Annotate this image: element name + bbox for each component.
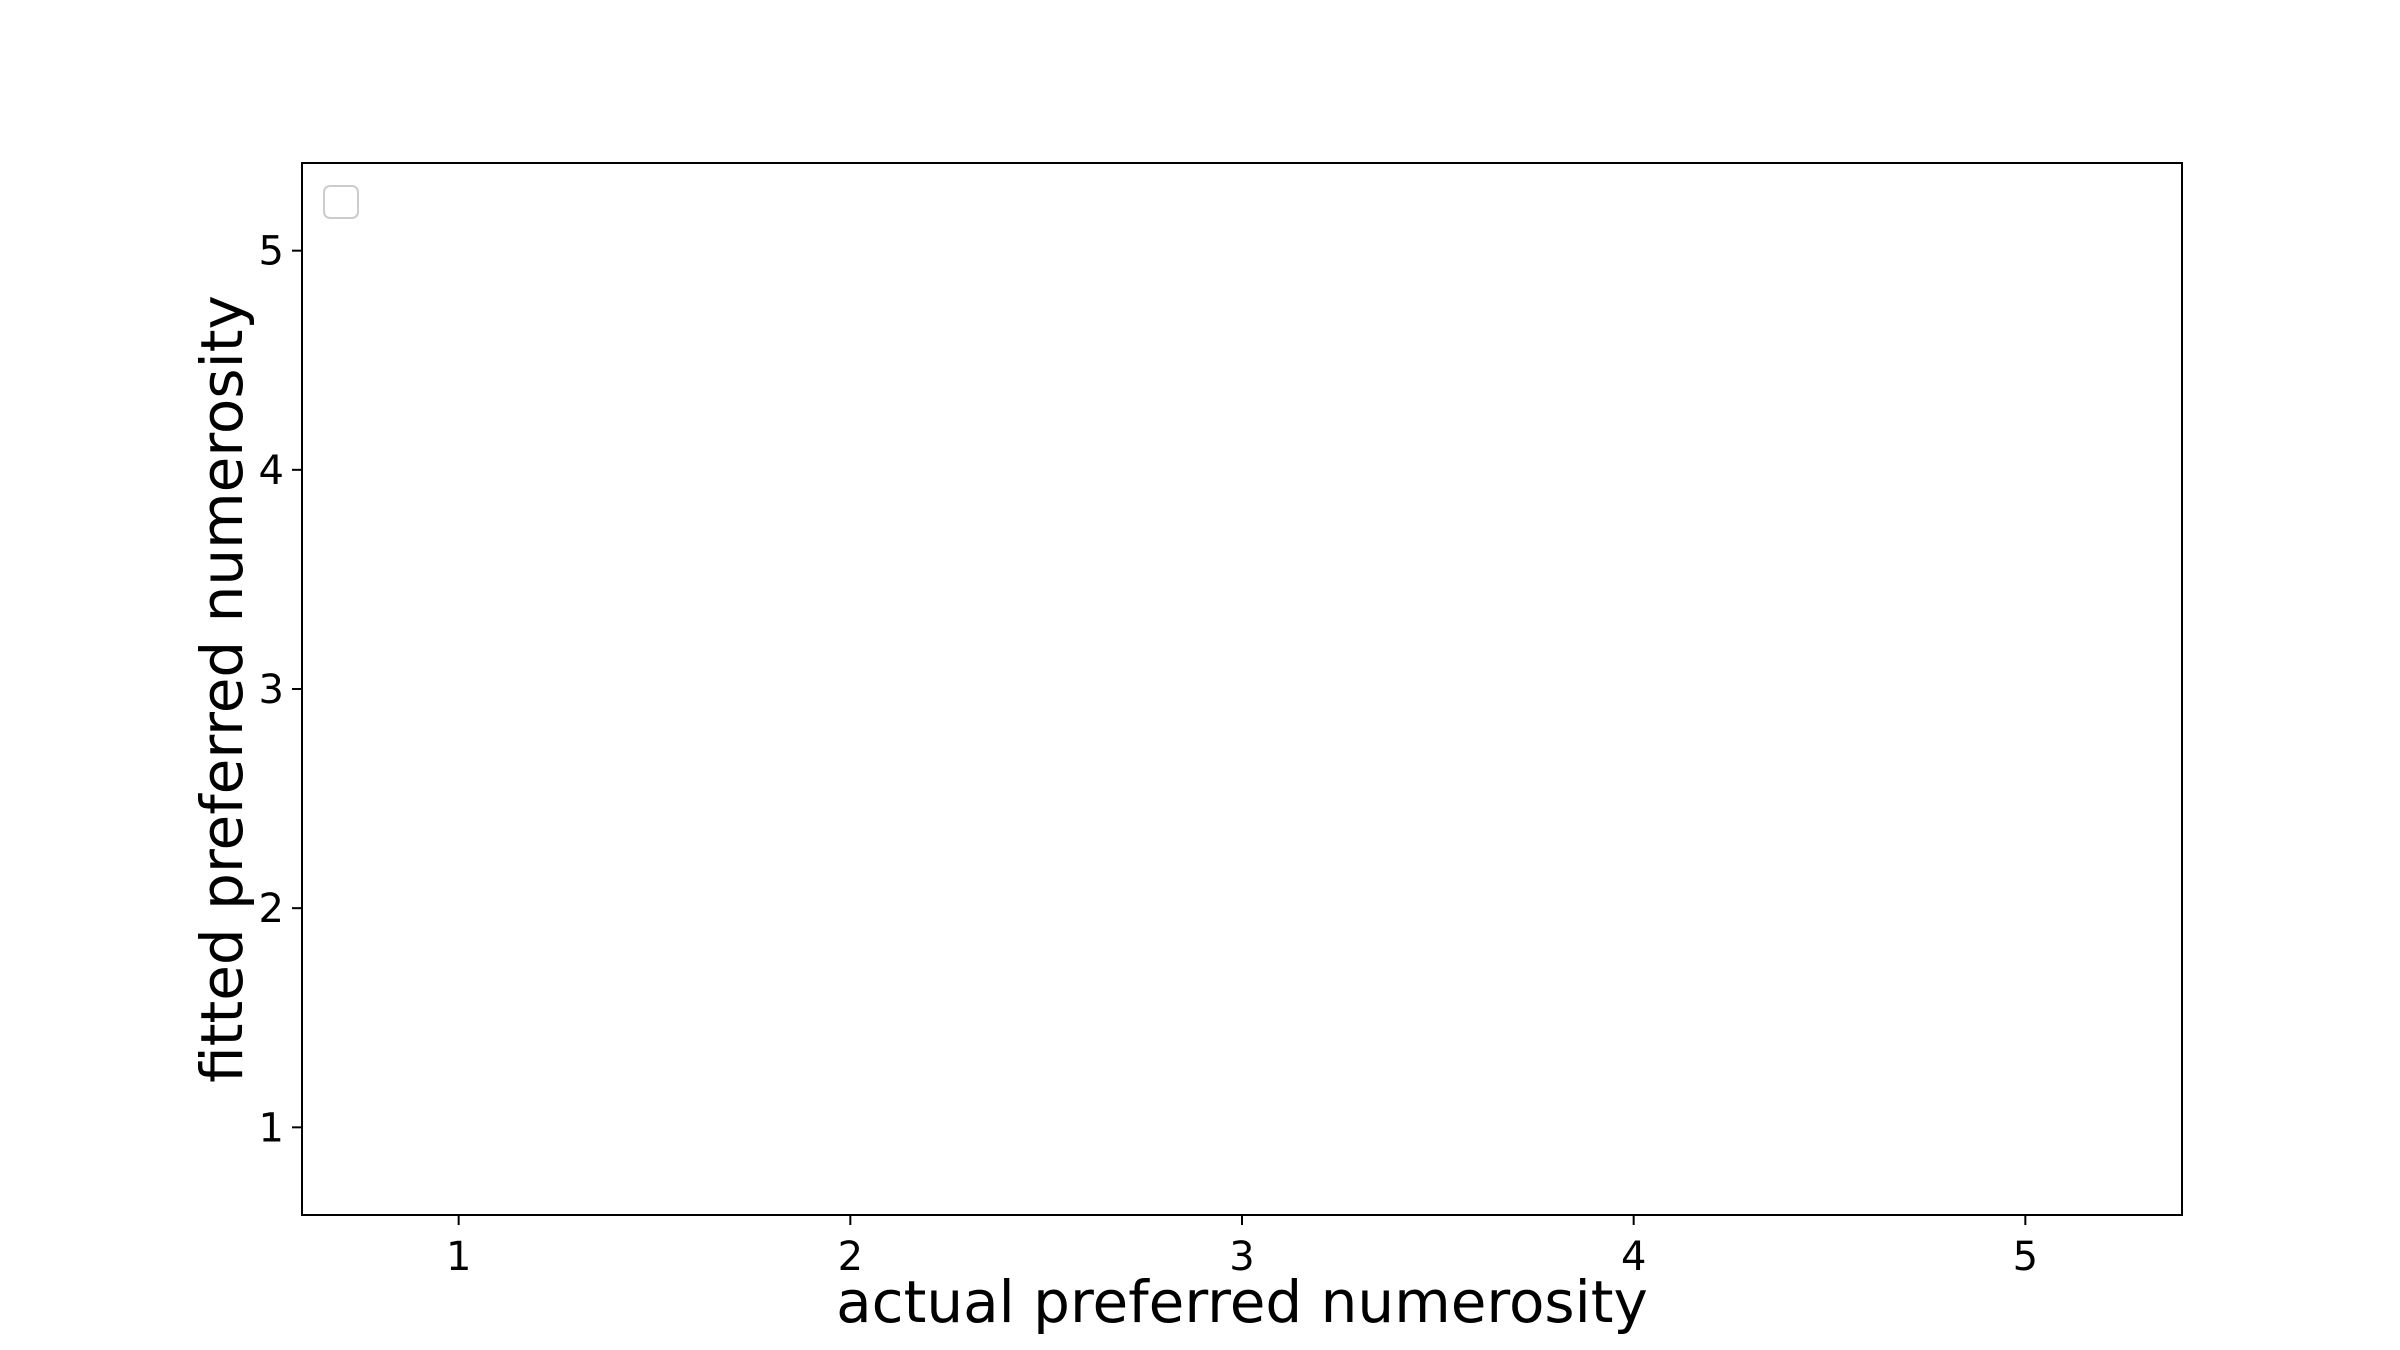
x-tick-label: 2 (838, 1234, 863, 1280)
x-axis-title: actual preferred numerosity (836, 1268, 1648, 1336)
x-tick-label: 4 (1621, 1234, 1646, 1280)
x-tick-label: 1 (446, 1234, 471, 1280)
y-tick-label: 5 (259, 229, 284, 275)
x-tick-label: 5 (2013, 1234, 2038, 1280)
y-axis-title: fitted preferred numerosity (188, 295, 256, 1083)
legend-box (323, 185, 359, 219)
x-axis: 1 2 3 4 5 (446, 1215, 2038, 1280)
y-tick-label: 4 (259, 448, 284, 494)
y-tick-label: 2 (259, 886, 284, 932)
y-axis: 1 2 3 4 5 (259, 229, 302, 1151)
plot-area (301, 162, 2183, 1216)
y-tick-label: 3 (259, 667, 284, 713)
y-tick-label: 1 (259, 1105, 284, 1151)
x-tick-label: 3 (1229, 1234, 1254, 1280)
